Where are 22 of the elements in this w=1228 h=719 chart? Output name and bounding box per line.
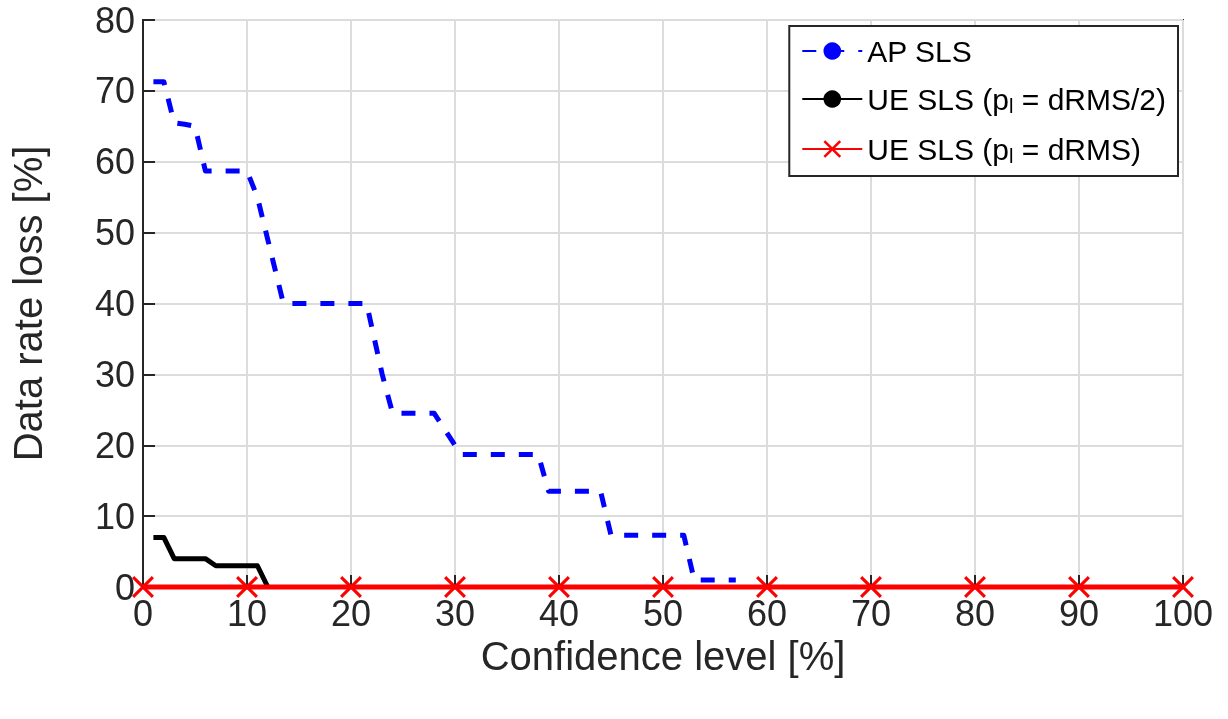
y-tick-label: 30	[94, 353, 135, 395]
x-tick-label: 80	[954, 592, 996, 634]
legend-label: AP SLS	[867, 34, 972, 68]
y-tick-label: 50	[94, 212, 135, 254]
y-tick-label: 40	[94, 283, 135, 324]
x-tick-label: 100	[1152, 592, 1214, 634]
y-tick-label: 10	[94, 495, 135, 537]
y-tick-label: 70	[94, 70, 135, 112]
y-tick-label: 0	[114, 566, 135, 608]
x-tick-label: 10	[226, 592, 268, 634]
x-tick-label: 20	[330, 592, 372, 634]
x-tick-label: 40	[538, 592, 580, 634]
y-tick-label: 60	[94, 141, 135, 183]
x-axis-title: Confidence level [%]	[480, 633, 846, 678]
x-tick-label: 70	[850, 592, 892, 634]
x-tick-label: 30	[434, 592, 476, 634]
x-tick-label: 50	[642, 592, 684, 634]
y-tick-label: 20	[94, 424, 135, 466]
y-axis-title: Data rate loss [%]	[6, 145, 50, 462]
x-tick-label: 90	[1058, 592, 1100, 634]
x-tick-label: 60	[746, 592, 788, 634]
y-tick-label: 80	[94, 0, 135, 41]
